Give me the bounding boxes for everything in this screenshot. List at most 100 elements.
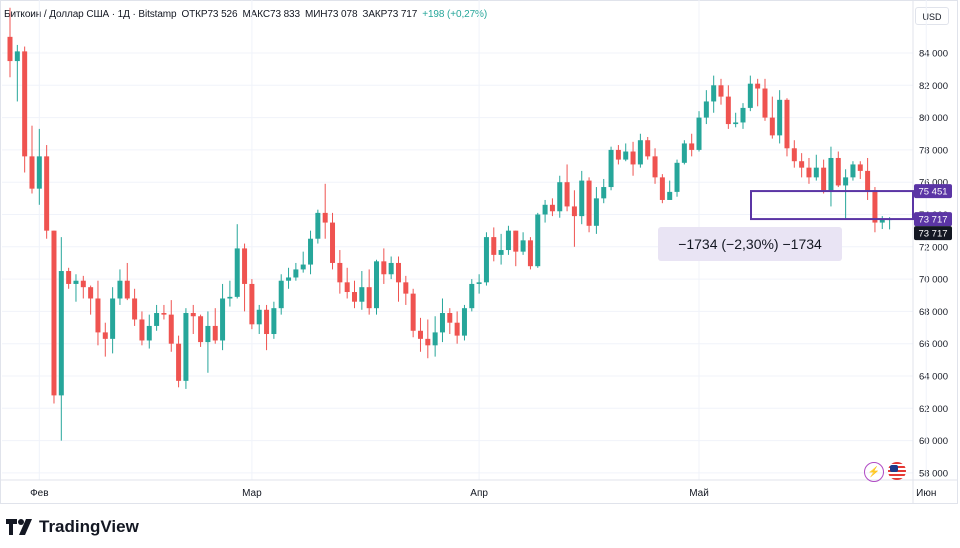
candle-body xyxy=(234,248,240,297)
candle-body xyxy=(769,117,775,136)
candle-body xyxy=(315,212,321,239)
candle-body xyxy=(58,271,64,396)
candle-body xyxy=(190,313,196,317)
y-tick-label: 84 000 xyxy=(919,49,948,60)
candle-body xyxy=(454,322,460,336)
x-tick-label: Фев xyxy=(30,488,48,499)
price-label-top-bg xyxy=(914,184,952,199)
candle-body xyxy=(821,167,827,191)
candle-body xyxy=(308,238,314,265)
candle-body xyxy=(117,280,123,299)
candle-body xyxy=(205,325,211,343)
candle-body xyxy=(183,313,189,381)
candle-body xyxy=(249,283,255,325)
candle-body xyxy=(740,107,746,123)
candle-body xyxy=(432,332,438,346)
candle-body xyxy=(557,182,563,212)
candle-body xyxy=(352,292,358,302)
candle-body xyxy=(571,206,577,217)
candle-body xyxy=(579,180,585,217)
candle-body xyxy=(652,156,658,178)
candle-body xyxy=(95,298,101,333)
brand-name: TradingView xyxy=(39,517,139,536)
candle-body xyxy=(615,149,621,160)
candle-body xyxy=(102,332,108,339)
price-label-last: 73 717 xyxy=(918,229,947,240)
candle-body xyxy=(439,313,445,333)
candle-body xyxy=(132,298,138,320)
y-tick-label: 80 000 xyxy=(919,113,948,124)
candle-body xyxy=(879,219,885,223)
us-flag-icon[interactable] xyxy=(888,462,906,480)
candle-body xyxy=(835,157,841,186)
candle-body xyxy=(417,330,423,339)
candle-body xyxy=(645,140,651,157)
candle-body xyxy=(725,96,731,125)
candle-body xyxy=(381,261,387,275)
candle-body xyxy=(154,313,160,326)
candle-body xyxy=(806,167,812,178)
candle-body xyxy=(527,240,533,267)
candle-body xyxy=(498,250,504,255)
candle-body xyxy=(278,280,284,309)
candle-body xyxy=(227,296,233,299)
candle-body xyxy=(784,99,790,149)
candle-body xyxy=(865,170,871,191)
candle-body xyxy=(286,277,292,281)
price-label-top: 75 451 xyxy=(918,187,947,198)
candle-body xyxy=(176,343,182,381)
candle-body xyxy=(476,282,482,284)
x-tick-label: Июн xyxy=(916,488,936,499)
price-label-mid: 73 717 xyxy=(918,215,947,226)
candle-body xyxy=(425,338,431,346)
y-tick-label: 78 000 xyxy=(919,145,948,156)
tradingview-logo[interactable]: TradingView xyxy=(6,517,139,537)
candle-body xyxy=(513,230,519,252)
candle-body xyxy=(674,162,680,192)
candle-body xyxy=(689,143,695,150)
candle-body xyxy=(637,140,643,165)
symbol-title[interactable]: Биткоин / Доллар США · 1Д · Bitstamp xyxy=(4,9,177,20)
candle-body xyxy=(520,240,526,252)
candle-body xyxy=(344,282,350,293)
candle-body xyxy=(337,262,343,283)
candle-body xyxy=(300,264,306,270)
candle-body xyxy=(872,190,878,223)
candle-body xyxy=(586,180,592,226)
candle-body xyxy=(29,156,35,189)
y-tick-label: 82 000 xyxy=(919,81,948,92)
candle-body xyxy=(850,164,856,178)
candle-body xyxy=(388,262,394,275)
candle-body xyxy=(80,280,86,288)
candle-body xyxy=(256,309,262,325)
candle-body xyxy=(73,280,79,284)
candle-body xyxy=(505,230,511,251)
lightning-icon[interactable]: ⚡ xyxy=(864,462,884,482)
candle-body xyxy=(124,280,130,299)
candle-body xyxy=(535,214,541,267)
x-tick-label: Май xyxy=(689,488,709,499)
y-tick-label: 68 000 xyxy=(919,307,948,318)
candle-body xyxy=(212,325,218,341)
candle-body xyxy=(322,212,328,223)
candle-body xyxy=(703,101,709,118)
candle-body xyxy=(696,117,702,150)
candle-body xyxy=(762,88,768,118)
candle-body xyxy=(395,262,401,283)
y-tick-label: 70 000 xyxy=(919,275,948,286)
candle-body xyxy=(755,83,761,89)
candle-body xyxy=(843,177,849,186)
candle-body xyxy=(264,309,270,335)
candle-body xyxy=(777,99,783,136)
candle-body xyxy=(718,85,724,97)
candle-body xyxy=(791,148,797,162)
candle-body xyxy=(733,122,739,125)
candle-body xyxy=(410,293,416,331)
candle-body xyxy=(359,287,365,302)
candle-body xyxy=(242,248,248,284)
y-tick-label: 64 000 xyxy=(919,372,948,383)
measure-rectangle xyxy=(750,190,914,221)
currency-button[interactable]: USD xyxy=(915,7,949,25)
candle-body xyxy=(799,161,805,168)
open-value: ОТКР73 526 xyxy=(181,9,238,20)
